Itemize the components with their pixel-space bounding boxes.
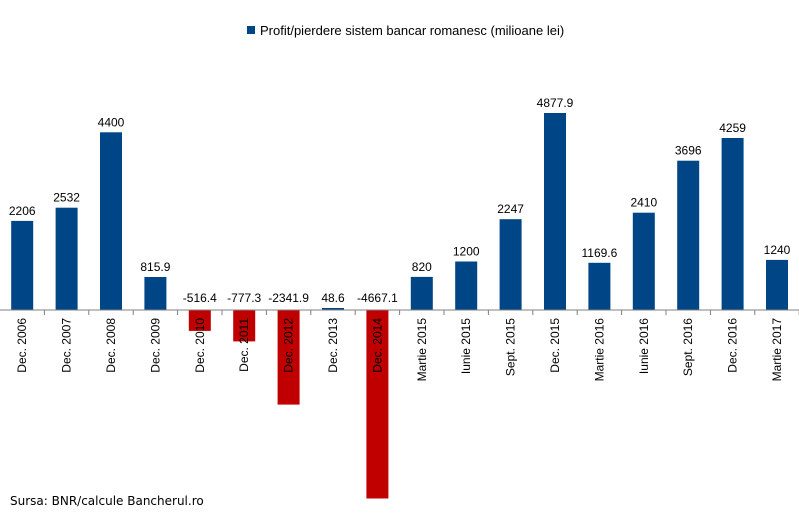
category-label: Sept. 2016 [681, 318, 695, 376]
data-label: 2247 [497, 202, 524, 216]
category-label: Dec. 2015 [548, 318, 562, 373]
category-label: Dec. 2010 [193, 318, 207, 373]
bar [410, 276, 433, 310]
category-label: Dec. 2016 [726, 318, 740, 373]
bar [632, 212, 655, 310]
data-label: -2341.9 [268, 291, 309, 305]
data-label: 2532 [53, 191, 80, 205]
bar [233, 310, 256, 342]
bar [11, 220, 34, 310]
bar [721, 138, 744, 310]
data-label: 4259 [719, 121, 746, 135]
bar [188, 310, 211, 331]
data-label: 1169.6 [581, 246, 617, 260]
bar [277, 310, 300, 405]
category-label: Iunie 2016 [637, 318, 651, 374]
bar [55, 207, 78, 310]
data-label: -777.3 [227, 291, 261, 305]
data-label: -4667.1 [357, 291, 398, 305]
category-label: Dec. 2006 [15, 318, 29, 373]
category-label: Dec. 2011 [237, 318, 251, 372]
category-label: Dec. 2012 [282, 318, 296, 373]
category-label: Dec. 2007 [60, 318, 74, 373]
bar [499, 219, 522, 310]
bar [455, 261, 478, 310]
data-label: 4400 [98, 115, 125, 129]
bar [144, 277, 167, 310]
bar [544, 113, 566, 310]
data-label: 2206 [9, 204, 36, 218]
category-label: Dec. 2009 [148, 318, 162, 373]
legend-label: Profit/pierdere sistem bancar romanesc (… [260, 22, 565, 38]
bar [766, 259, 788, 310]
bar [588, 262, 611, 310]
chart-legend: Profit/pierdere sistem bancar romanesc (… [247, 22, 564, 38]
category-label: Iunie 2015 [459, 318, 473, 374]
data-label: -516.4 [183, 291, 217, 305]
bar [677, 160, 700, 310]
data-label: 3696 [675, 144, 702, 158]
category-label: Dec. 2013 [326, 318, 340, 373]
data-label: 1240 [764, 243, 791, 257]
bar [100, 132, 122, 310]
data-label: 2410 [630, 196, 657, 210]
category-label: Martie 2016 [592, 318, 606, 382]
source-note: Sursa: BNR/calcule Bancherul.ro [10, 494, 204, 508]
data-label: 48.6 [321, 291, 345, 305]
category-label: Dec. 2008 [104, 318, 118, 373]
bar [366, 310, 389, 499]
category-label: Dec. 2014 [370, 318, 384, 373]
category-label: Martie 2017 [770, 318, 784, 382]
data-label: 815.9 [140, 260, 170, 274]
data-label: 1200 [453, 245, 480, 259]
bar [322, 308, 344, 310]
category-label: Sept. 2015 [504, 318, 518, 376]
legend-swatch [247, 26, 255, 34]
data-label: 820 [412, 260, 432, 274]
data-label: 4877.9 [537, 96, 574, 110]
category-label: Martie 2015 [415, 318, 429, 382]
